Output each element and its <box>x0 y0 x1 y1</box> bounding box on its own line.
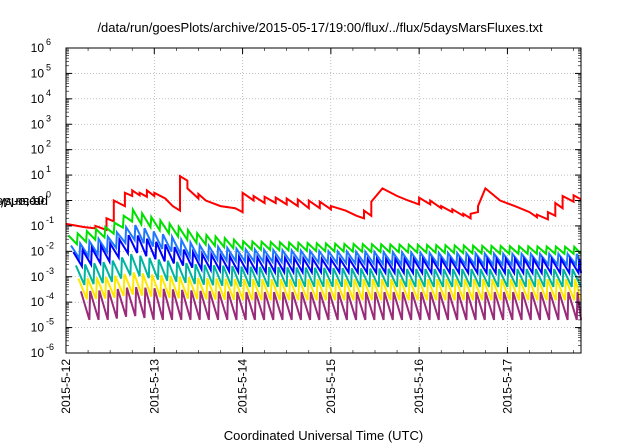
series-line-2 <box>67 206 582 256</box>
series-line-7 <box>79 286 582 321</box>
y-axis-ticks: 10 -610 -510 -410 -310 -210 -110 010 110 210 310 41… <box>31 37 581 360</box>
plot-frame <box>65 47 582 354</box>
series-line-6 <box>77 272 582 301</box>
y-tick-label: 10 <box>31 295 45 309</box>
y-tick-label: 10 <box>31 270 45 284</box>
y-tick-label: 10 <box>31 346 45 360</box>
y-tick-label: 10 <box>31 168 45 182</box>
x-axis-title: Coordinated Universal Time (UTC) <box>223 428 424 443</box>
y-tick-label: 10 <box>31 92 45 106</box>
y-tick-label-exponent: 4 <box>46 88 51 98</box>
x-tick-label: 2015-5-15 <box>324 359 338 414</box>
series-group <box>65 174 582 321</box>
y-tick-label-exponent: 3 <box>46 113 51 123</box>
x-axis-ticks: 2015-5-12 2015-5-13 2015-5-14 2015-5-15 2015… <box>59 48 574 414</box>
y-tick-label: 10 <box>31 41 45 55</box>
y-axis-title-suffix: -s-sr-MeV <box>0 195 45 211</box>
y-tick-label: 10 <box>31 66 45 80</box>
y-tick-label-exponent: -3 <box>46 266 54 276</box>
y-tick-label-exponent: -2 <box>46 240 54 250</box>
y-tick-label: 10 <box>31 194 45 208</box>
x-tick-label: 2015-5-14 <box>236 359 250 414</box>
y-tick-label-exponent: 5 <box>46 62 51 72</box>
series-line-1 <box>65 174 582 232</box>
y-tick-label-exponent: -1 <box>46 215 54 225</box>
x-tick-label: 2015-5-12 <box>59 359 73 414</box>
y-tick-label: 10 <box>31 244 45 258</box>
y-tick-label: 10 <box>31 321 45 335</box>
x-tick-label: 2015-5-17 <box>500 359 514 414</box>
y-tick-label-exponent: 6 <box>46 37 51 47</box>
x-tick-label: 2015-5-13 <box>147 359 161 414</box>
chart-title: /data/run/goesPlots/archive/2015-05-17/1… <box>97 20 543 35</box>
y-tick-label-exponent: -5 <box>46 317 54 327</box>
y-tick-label-exponent: 0 <box>46 190 51 200</box>
y-tick-label: 10 <box>31 143 45 157</box>
x-tick-label: 2015-5-16 <box>412 359 426 414</box>
y-tick-label-exponent: 1 <box>46 164 51 174</box>
y-tick-label: 10 <box>31 219 45 233</box>
y-tick-label-exponent: -6 <box>46 342 54 352</box>
y-tick-label-exponent: 2 <box>46 139 51 149</box>
series-line-5 <box>74 253 582 288</box>
series-line-4 <box>72 234 582 277</box>
y-tick-label-exponent: -4 <box>46 291 54 301</box>
y-tick-label: 10 <box>31 117 45 131</box>
series-line-3 <box>70 224 582 268</box>
